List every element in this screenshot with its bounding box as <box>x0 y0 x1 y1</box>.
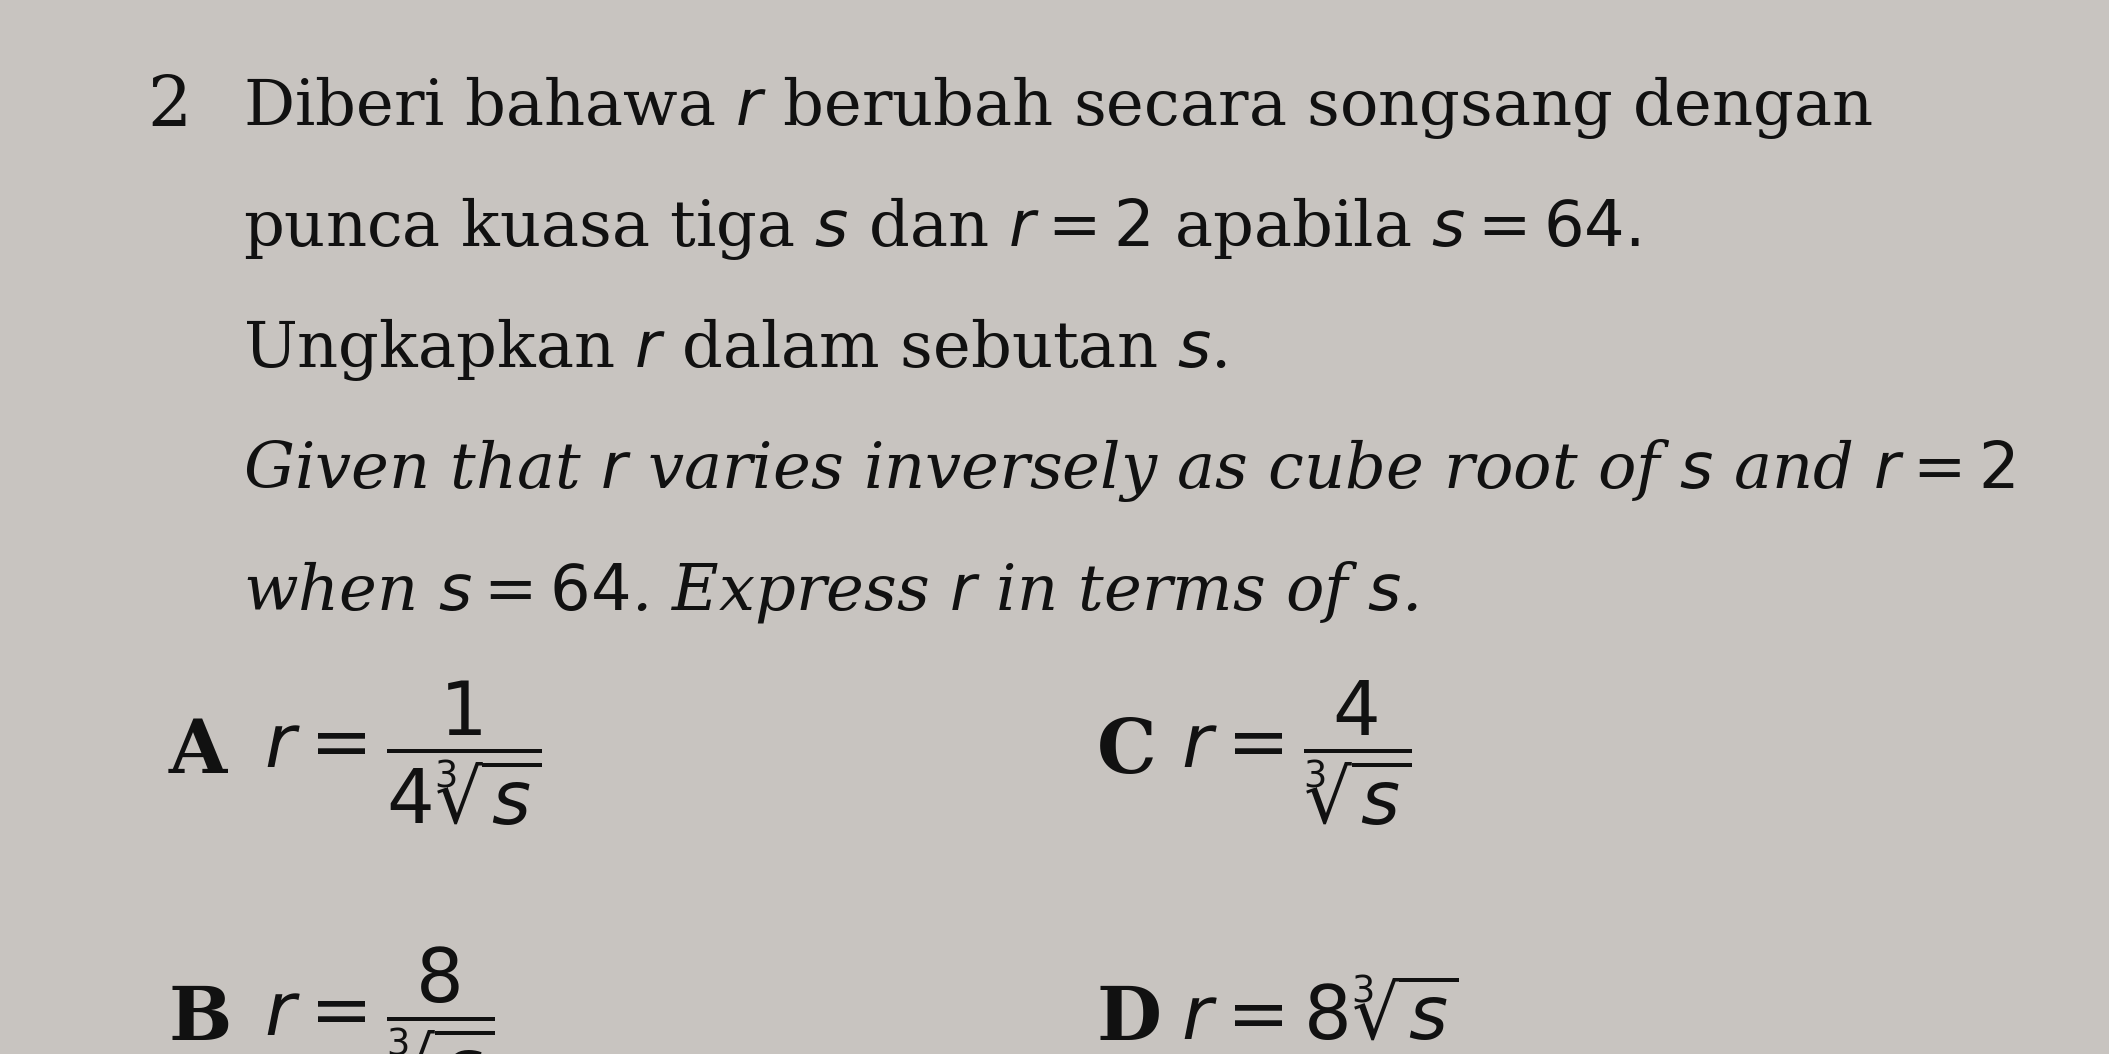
Text: 2: 2 <box>148 74 192 140</box>
Text: $r = \dfrac{1}{4\sqrt[3]{s}}$: $r = \dfrac{1}{4\sqrt[3]{s}}$ <box>264 679 542 826</box>
Text: $r = \dfrac{8}{\sqrt[3]{s}}$: $r = \dfrac{8}{\sqrt[3]{s}}$ <box>264 944 494 1054</box>
Text: D: D <box>1097 982 1162 1054</box>
Text: B: B <box>169 982 232 1054</box>
Text: Ungkapkan $r$ dalam sebutan $s$.: Ungkapkan $r$ dalam sebutan $s$. <box>243 316 1227 384</box>
Text: C: C <box>1097 716 1156 789</box>
Text: Diberi bahawa $r$ berubah secara songsang dengan: Diberi bahawa $r$ berubah secara songsan… <box>243 74 1873 141</box>
Text: $r = 8\sqrt[3]{s}$: $r = 8\sqrt[3]{s}$ <box>1181 982 1459 1054</box>
Text: punca kuasa tiga $s$ dan $r = 2$ apabila $s = 64.$: punca kuasa tiga $s$ dan $r = 2$ apabila… <box>243 195 1639 262</box>
Text: Given that $r$ varies inversely as cube root of $s$ and $r = 2$: Given that $r$ varies inversely as cube … <box>243 437 2014 505</box>
Text: $r = \dfrac{4}{\sqrt[3]{s}}$: $r = \dfrac{4}{\sqrt[3]{s}}$ <box>1181 679 1411 826</box>
Text: when $s = 64$. Express $r$ in terms of $s$.: when $s = 64$. Express $r$ in terms of $… <box>243 559 1417 625</box>
Text: A: A <box>169 716 228 789</box>
